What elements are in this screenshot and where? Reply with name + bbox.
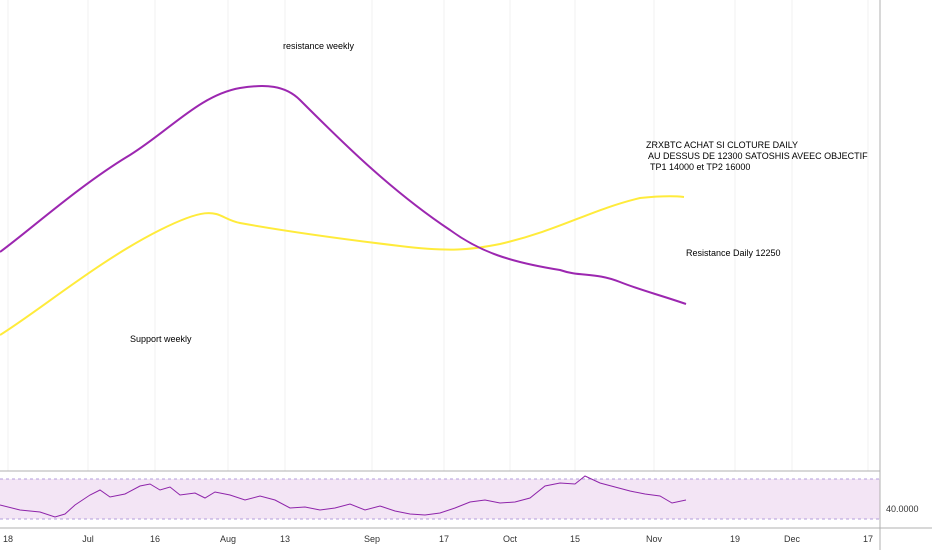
x-tick-label: 18 [3, 534, 13, 544]
annotation-resistance-daily: Resistance Daily 12250 [686, 248, 781, 258]
x-tick-label: 15 [570, 534, 580, 544]
annotation-resistance-weekly: resistance weekly [283, 41, 355, 51]
time-axis: 18 Jul 16 Aug 13 Sep 17 Oct 15 Nov 19 Dec 17 [0, 527, 932, 544]
x-tick-label: 19 [730, 534, 740, 544]
moving-averages [0, 85, 687, 336]
annotation-idea-line2: AU DESSUS DE 12300 SATOSHIS AVEEC OBJECT… [648, 151, 868, 161]
grid [7, 0, 869, 471]
x-tick-label: Oct [503, 534, 518, 544]
purple-moving-average [0, 85, 687, 305]
x-tick-label: Nov [646, 534, 663, 544]
rsi-axis-label: 40.0000 [886, 504, 919, 514]
annotation-idea-line1: ZRXBTC ACHAT SI CLOTURE DAILY [646, 140, 798, 150]
x-tick-label: Jul [82, 534, 94, 544]
rsi-line [0, 475, 687, 518]
rsi-pane: 40.0000 [0, 470, 932, 550]
x-tick-label: 16 [150, 534, 160, 544]
x-tick-label: Sep [364, 534, 380, 544]
yellow-moving-average [0, 195, 685, 336]
x-tick-label: 17 [863, 534, 873, 544]
annotations: resistance weekly Support weekly ZRXBTC … [130, 41, 868, 344]
annotation-idea-line3: TP1 14000 et TP2 16000 [650, 162, 750, 172]
x-tick-label: 17 [439, 534, 449, 544]
annotation-support-weekly: Support weekly [130, 334, 192, 344]
price-axis: 0.000160000.000150000.000140000.00013000… [879, 0, 932, 550]
rsi-band [0, 479, 880, 519]
x-tick-label: Dec [784, 534, 801, 544]
x-tick-label: Aug [220, 534, 236, 544]
x-tick-label: 13 [280, 534, 290, 544]
